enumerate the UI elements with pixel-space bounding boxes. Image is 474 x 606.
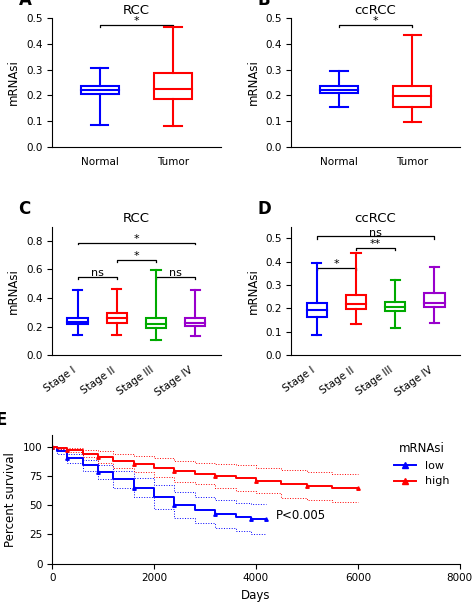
Bar: [185, 318, 205, 326]
Bar: [424, 293, 445, 307]
Text: E: E: [0, 411, 7, 428]
Text: C: C: [18, 200, 31, 218]
Bar: [320, 87, 358, 93]
Y-axis label: mRNAsi: mRNAsi: [8, 59, 20, 105]
Text: P<0.005: P<0.005: [276, 508, 327, 522]
Bar: [385, 302, 405, 311]
Text: *: *: [134, 16, 139, 26]
Text: ns: ns: [369, 228, 382, 238]
Bar: [307, 302, 327, 316]
Bar: [107, 313, 127, 322]
Title: ccRCC: ccRCC: [355, 4, 396, 17]
Text: *: *: [134, 233, 139, 244]
Text: **: **: [370, 239, 381, 249]
Text: ns: ns: [91, 268, 104, 278]
Y-axis label: mRNAsi: mRNAsi: [246, 268, 260, 314]
Text: B: B: [258, 0, 270, 9]
Y-axis label: mRNAsi: mRNAsi: [8, 268, 20, 314]
Bar: [81, 87, 119, 94]
Y-axis label: mRNAsi: mRNAsi: [246, 59, 260, 105]
Y-axis label: Percent survival: Percent survival: [4, 452, 17, 547]
Legend: low, high: low, high: [390, 438, 454, 491]
Bar: [67, 318, 88, 324]
Bar: [154, 73, 192, 99]
Title: RCC: RCC: [123, 212, 150, 225]
Text: D: D: [258, 200, 272, 218]
Bar: [346, 295, 366, 309]
Title: ccRCC: ccRCC: [355, 212, 396, 225]
Title: RCC: RCC: [123, 4, 150, 17]
Text: ns: ns: [169, 268, 182, 278]
Text: *: *: [334, 259, 339, 268]
Text: A: A: [18, 0, 31, 9]
Text: *: *: [373, 16, 378, 26]
Bar: [393, 87, 431, 107]
X-axis label: Days: Days: [241, 589, 271, 602]
Bar: [146, 318, 166, 328]
Text: *: *: [134, 251, 139, 261]
